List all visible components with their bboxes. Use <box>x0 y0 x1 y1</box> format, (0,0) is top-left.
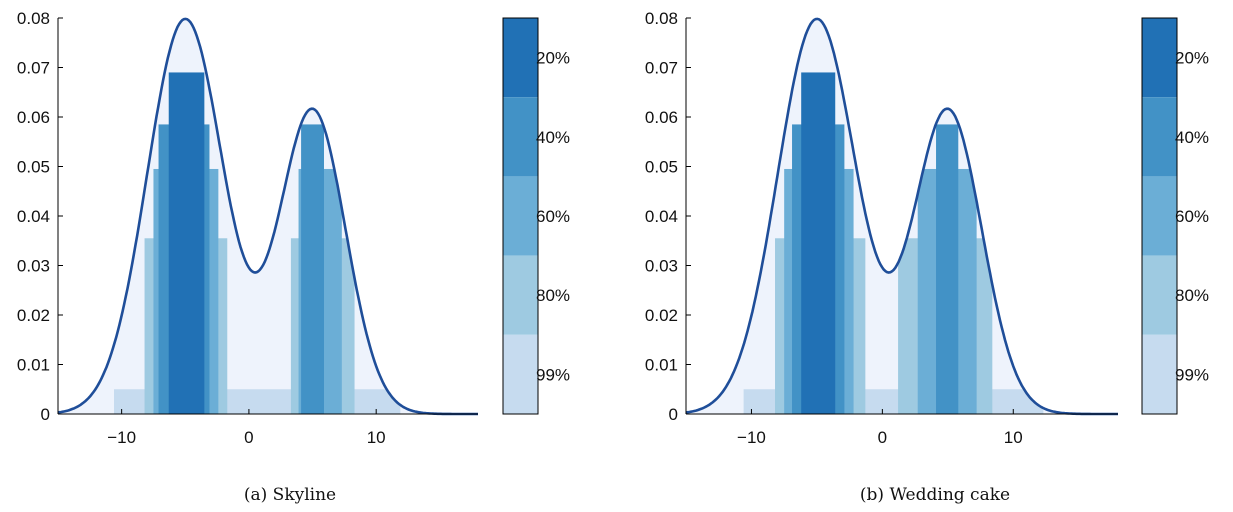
colorbar-label: 40% <box>536 128 570 147</box>
y-tick-label: 0.06 <box>17 108 50 127</box>
colorbar-segment <box>503 18 538 98</box>
x-tick-label: 0 <box>878 428 887 447</box>
y-tick-label: 0.06 <box>645 108 678 127</box>
density-curve <box>57 17 478 416</box>
y-tick-label: 0 <box>669 405 678 424</box>
y-tick-label: 0.08 <box>17 9 50 28</box>
y-tick-label: 0.08 <box>645 9 678 28</box>
colorbar-label: 20% <box>1175 49 1209 68</box>
band-20pct <box>801 72 836 414</box>
colorbar-label: 20% <box>536 49 570 68</box>
area-fill <box>58 18 478 415</box>
x-tick-label: 10 <box>1004 428 1023 447</box>
colorbar-segment <box>1142 18 1177 98</box>
colorbar-segment <box>503 176 538 256</box>
y-tick-label: 0.04 <box>17 207 50 226</box>
hdr-bands <box>743 72 1044 415</box>
panel-skyline: 0 0.01 0.02 0.03 0.04 0.05 0.06 0.07 0.08 −10 0 10 2… <box>17 9 570 447</box>
colorbar-label: 99% <box>1175 365 1209 384</box>
band-40pct <box>301 124 324 415</box>
caption-wedding-cake: (b) Wedding cake <box>860 485 1010 505</box>
colorbar-label: 80% <box>1175 286 1209 305</box>
x-tick-label: −10 <box>107 428 136 447</box>
colorbar-segment <box>1142 176 1177 256</box>
colorbar-segment <box>1142 334 1177 414</box>
y-tick-label: 0.05 <box>645 158 678 177</box>
y-tick-label: 0.01 <box>645 356 678 375</box>
colorbar-label: 60% <box>1175 207 1209 226</box>
colorbar-segment <box>503 255 538 335</box>
y-tick-label: 0.07 <box>17 59 50 78</box>
colorbar-label: 60% <box>536 207 570 226</box>
y-tick-label: 0.02 <box>17 306 50 325</box>
y-tick-label: 0.02 <box>645 306 678 325</box>
y-tick-label: 0.07 <box>645 59 678 78</box>
y-tick-label: 0.03 <box>17 257 50 276</box>
band-20pct <box>168 72 205 414</box>
colorbar-label: 99% <box>536 365 570 384</box>
colorbar-segment <box>503 334 538 414</box>
x-tick-label: 10 <box>367 428 386 447</box>
y-tick-label: 0.05 <box>17 158 50 177</box>
band-40pct <box>936 124 959 415</box>
y-tick-label: 0.03 <box>645 257 678 276</box>
colorbar-frame <box>502 17 539 415</box>
density-curve <box>685 17 1118 416</box>
caption-skyline: (a) Skyline <box>244 485 336 505</box>
colorbar-segment <box>503 97 538 177</box>
colorbar-segment <box>1142 97 1177 177</box>
colorbar-label: 80% <box>536 286 570 305</box>
colorbar-label: 40% <box>1175 128 1209 147</box>
y-tick-label: 0.01 <box>17 356 50 375</box>
x-tick-label: 0 <box>244 428 253 447</box>
panel-wedding-cake: 0 0.01 0.02 0.03 0.04 0.05 0.06 0.07 0.08 −10 0 10 2… <box>645 9 1209 447</box>
x-tick-label: −10 <box>737 428 766 447</box>
colorbar-segment <box>1142 255 1177 335</box>
colorbar-frame <box>1141 17 1178 415</box>
y-tick-label: 0 <box>41 405 50 424</box>
y-tick-label: 0.04 <box>645 207 678 226</box>
hdr-bands <box>114 72 401 415</box>
